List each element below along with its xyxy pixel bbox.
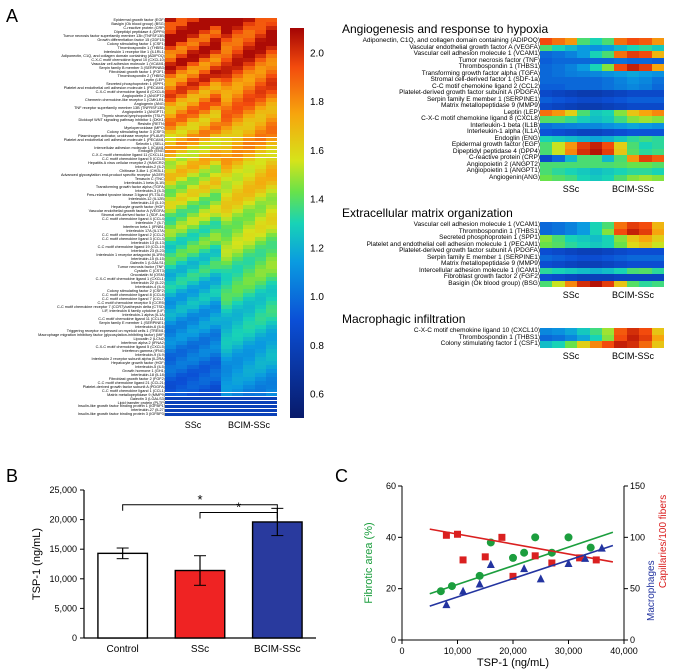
svg-text:1.2: 1.2: [310, 243, 324, 254]
svg-text:100: 100: [630, 532, 645, 542]
svg-text:15,000: 15,000: [49, 544, 77, 554]
svg-text:Macrophages: Macrophages: [646, 560, 657, 621]
svg-text:0: 0: [630, 635, 635, 645]
svg-text:60: 60: [386, 481, 396, 491]
heatmap-section-title: Extracellular matrix organization: [342, 206, 672, 220]
svg-text:0: 0: [399, 646, 404, 656]
heatmap-x-label: BCIM-SSc: [602, 184, 664, 194]
svg-text:1.8: 1.8: [310, 97, 324, 108]
panel-B-label: B: [6, 466, 18, 487]
heatmap-row-strip: [540, 281, 664, 288]
svg-text:20: 20: [386, 584, 396, 594]
svg-text:TSP-1 (ng/mL): TSP-1 (ng/mL): [477, 657, 549, 669]
heatmap-row-strip: [540, 341, 664, 348]
svg-text:0: 0: [391, 635, 396, 645]
heatmap-section-title: Macrophagic infiltration: [342, 312, 672, 326]
gene-label: Basigin (Ok blood group) (BSG): [342, 281, 540, 288]
heatmap-section-title: Angiogenesis and response to hypoxia: [342, 22, 672, 36]
svg-text:50: 50: [630, 584, 640, 594]
gene-label: Angiogenin(ANG): [342, 175, 540, 182]
svg-text:40,000: 40,000: [610, 646, 638, 656]
svg-text:*: *: [236, 499, 241, 514]
svg-text:1.0: 1.0: [310, 292, 324, 303]
svg-text:150: 150: [630, 481, 645, 491]
svg-text:TSP-1 (ng/mL): TSP-1 (ng/mL): [31, 528, 43, 600]
heatmap-x-label: SSc: [540, 184, 602, 194]
heatmap-x-label: SSc: [540, 351, 602, 361]
svg-text:0: 0: [72, 633, 77, 643]
svg-text:20,000: 20,000: [499, 646, 527, 656]
svg-text:Control: Control: [107, 644, 139, 655]
svg-text:0.6: 0.6: [310, 390, 324, 401]
svg-text:1.4: 1.4: [310, 195, 324, 206]
svg-text:Fibrotic area (%): Fibrotic area (%): [363, 522, 375, 603]
svg-text:10,000: 10,000: [444, 646, 472, 656]
heatmap-colorbar: 0.6 0.8 1.0 1.2 1.4 1.6 1.8 2.0: [290, 28, 334, 418]
panel-B-barchart: 0 5,000 10,000 15,000 20,000 25,000 TSP-1 (ng/…: [26, 480, 326, 666]
panel-C-scatter: 010,00020,00030,00040,000020406005010015…: [360, 476, 676, 668]
panel-A-heatmap: Epidermal growth factor (EGF)Basigin (Ok…: [10, 18, 300, 430]
svg-text:25,000: 25,000: [49, 485, 77, 495]
svg-text:2.0: 2.0: [310, 48, 324, 59]
heatmap-row-strip: [540, 175, 664, 182]
svg-text:BCIM-SSc: BCIM-SSc: [254, 644, 301, 655]
svg-text:10,000: 10,000: [49, 574, 77, 584]
svg-text:5,000: 5,000: [54, 603, 77, 613]
panelA-x-bcim: BCIM-SSc: [221, 420, 277, 430]
svg-text:0.8: 0.8: [310, 341, 324, 352]
panelA-x-ssc: SSc: [165, 420, 221, 430]
heatmap-x-label: SSc: [540, 290, 602, 300]
right-heatmap-sections: Angiogenesis and response to hypoxiaAdip…: [342, 22, 672, 373]
svg-text:30,000: 30,000: [555, 646, 583, 656]
svg-text:Capillaries/100 fibers: Capillaries/100 fibers: [658, 495, 669, 588]
heatmap-x-label: BCIM-SSc: [602, 290, 664, 300]
svg-text:1.6: 1.6: [310, 146, 324, 157]
panelA-heatmap-row: [165, 413, 277, 417]
gene-label: Colony stimulating factor 1 (CSF1): [342, 341, 540, 348]
svg-text:40: 40: [386, 532, 396, 542]
heatmap-x-label: BCIM-SSc: [602, 351, 664, 361]
svg-text:SSc: SSc: [191, 644, 209, 655]
svg-text:20,000: 20,000: [49, 515, 77, 525]
panel-C-label: C: [335, 466, 348, 487]
svg-text:*: *: [197, 492, 202, 507]
panelA-gene-label: Insulin-like growth factor binding prote…: [10, 412, 165, 416]
